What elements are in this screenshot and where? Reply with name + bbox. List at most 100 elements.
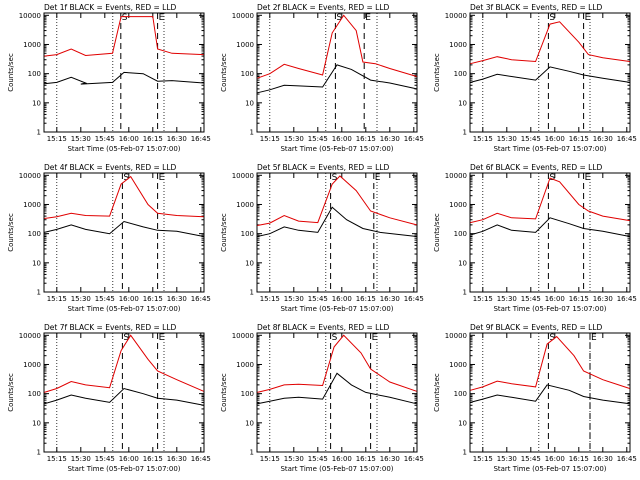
y-tick-label: 1000 <box>23 201 41 209</box>
panel-title: Det 7f BLACK = Events, RED = LLD <box>44 323 177 332</box>
panel-det-9: Det 9f BLACK = Events, RED = LLD 1 10 100 10… <box>433 323 637 473</box>
panel-title: Det 8f BLACK = Events, RED = LLD <box>257 323 390 332</box>
y-tick-label: 10000 <box>232 12 254 20</box>
x-tick-label: 15:45 <box>521 295 541 303</box>
panel-det-1: Det 1f BLACK = Events, RED = LLD 1 10 100 10… <box>7 3 211 153</box>
end-marker-label: E <box>585 13 591 23</box>
x-tick-label: 16:45 <box>617 135 637 143</box>
x-tick-label: 16:30 <box>380 135 400 143</box>
x-tick-label: 15:30 <box>71 455 91 463</box>
panel-det-5: Det 5f BLACK = Events, RED = LLD 1 10 100 10… <box>220 163 424 313</box>
events-series-line <box>44 71 204 85</box>
end-marker-label: E <box>372 333 378 343</box>
x-tick-label: 16:00 <box>545 295 565 303</box>
x-tick-label: 16:00 <box>119 135 139 143</box>
end-marker-label: E <box>365 13 371 23</box>
events-series-line <box>257 64 417 94</box>
panel-title: Det 1f BLACK = Events, RED = LLD <box>44 3 177 12</box>
x-tick-label: 16:15 <box>356 295 376 303</box>
y-tick-label: 1000 <box>449 41 467 49</box>
lld-series-line <box>470 21 630 65</box>
x-tick-label: 15:15 <box>473 455 493 463</box>
panel-title: Det 2f BLACK = Events, RED = LLD <box>257 3 390 12</box>
events-series-line <box>44 387 204 406</box>
start-marker-label: S <box>549 333 555 343</box>
x-tick-label: 16:30 <box>167 455 187 463</box>
y-tick-label: 1 <box>463 289 467 297</box>
x-tick-label: 15:15 <box>473 135 493 143</box>
y-axis-label: Counts/sec <box>220 53 228 92</box>
events-series-line <box>470 384 630 405</box>
x-tick-label: 15:15 <box>47 135 67 143</box>
y-tick-label: 1000 <box>236 41 254 49</box>
x-tick-label: 16:30 <box>380 295 400 303</box>
y-axis-label: Counts/sec <box>433 213 441 252</box>
events-series-line <box>257 372 417 405</box>
x-axis-label: Start Time (05-Feb-07 15:07:00) <box>67 305 180 313</box>
x-tick-label: 16:45 <box>191 295 211 303</box>
x-axis-label: Start Time (05-Feb-07 15:07:00) <box>493 145 606 153</box>
y-tick-label: 1000 <box>236 361 254 369</box>
y-tick-label: 10 <box>458 419 467 427</box>
end-marker-label: E <box>591 333 597 343</box>
y-tick-label: 100 <box>241 70 254 78</box>
x-tick-label: 16:30 <box>167 295 187 303</box>
x-tick-label: 16:45 <box>404 135 424 143</box>
events-series-line <box>44 220 204 237</box>
y-tick-label: 100 <box>28 230 41 238</box>
y-tick-label: 10000 <box>232 172 254 180</box>
y-tick-label: 1 <box>463 449 467 457</box>
x-tick-label: 15:30 <box>284 455 304 463</box>
panel-title: Det 3f BLACK = Events, RED = LLD <box>470 3 603 12</box>
x-tick-label: 15:30 <box>284 135 304 143</box>
y-axis-label: Counts/sec <box>7 213 15 252</box>
x-tick-label: 15:15 <box>47 295 67 303</box>
y-tick-label: 10 <box>245 259 254 267</box>
y-tick-label: 1000 <box>449 201 467 209</box>
y-tick-label: 100 <box>28 70 41 78</box>
x-tick-label: 15:45 <box>521 455 541 463</box>
events-series-line <box>257 206 417 237</box>
end-marker-label: E <box>585 173 591 183</box>
y-tick-label: 10 <box>245 99 254 107</box>
plot-frame <box>469 172 631 293</box>
end-marker-label: E <box>159 13 165 23</box>
x-axis-label: Start Time (05-Feb-07 15:07:00) <box>67 145 180 153</box>
x-axis-label: Start Time (05-Feb-07 15:07:00) <box>280 305 393 313</box>
x-tick-label: 16:00 <box>332 295 352 303</box>
y-tick-label: 10000 <box>19 172 41 180</box>
x-tick-label: 16:30 <box>380 455 400 463</box>
x-tick-label: 16:45 <box>404 295 424 303</box>
x-tick-label: 15:45 <box>95 135 115 143</box>
y-tick-label: 10 <box>458 259 467 267</box>
y-tick-label: 1 <box>250 289 254 297</box>
x-tick-label: 15:45 <box>308 455 328 463</box>
y-axis-label: Counts/sec <box>220 213 228 252</box>
y-tick-label: 10000 <box>445 12 467 20</box>
y-tick-label: 1 <box>250 129 254 137</box>
start-marker-label: S <box>122 13 128 23</box>
lld-series-line <box>44 334 204 393</box>
end-marker-label: E <box>159 333 165 343</box>
y-tick-label: 10000 <box>19 332 41 340</box>
start-marker-label: S <box>549 13 555 23</box>
y-tick-label: 100 <box>28 390 41 398</box>
y-tick-label: 1000 <box>23 361 41 369</box>
x-tick-label: 16:30 <box>593 135 613 143</box>
y-tick-label: 1000 <box>23 41 41 49</box>
x-tick-label: 15:45 <box>521 135 541 143</box>
plot-frame <box>256 12 418 133</box>
x-axis-label: Start Time (05-Feb-07 15:07:00) <box>280 465 393 473</box>
x-tick-label: 16:15 <box>569 135 589 143</box>
lld-series-line <box>44 16 204 57</box>
x-tick-label: 16:00 <box>332 135 352 143</box>
y-axis-label: Counts/sec <box>7 373 15 412</box>
start-marker-label: S <box>123 333 129 343</box>
x-tick-label: 15:45 <box>95 295 115 303</box>
x-tick-label: 15:45 <box>308 295 328 303</box>
plot-frame <box>43 172 205 293</box>
x-tick-label: 15:30 <box>284 295 304 303</box>
y-tick-label: 1 <box>37 129 41 137</box>
plot-frame <box>43 332 205 453</box>
